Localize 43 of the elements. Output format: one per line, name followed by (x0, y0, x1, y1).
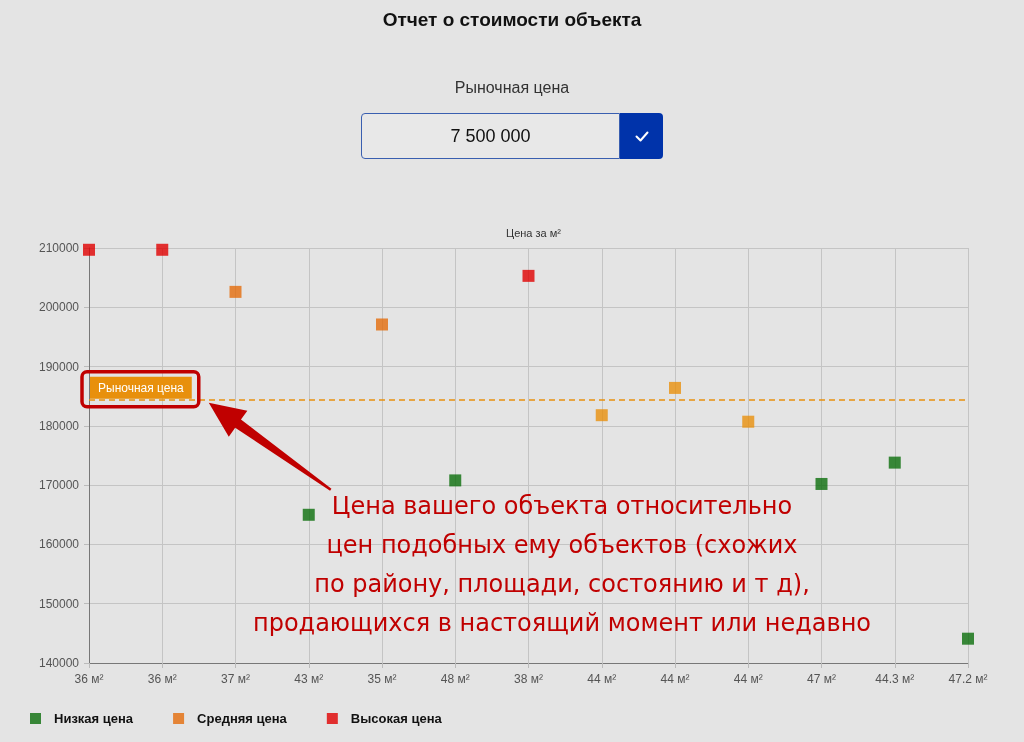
x-tick-label: 47.2 м² (948, 672, 988, 686)
point (156, 243, 169, 256)
point (229, 285, 242, 298)
y-tick-label: 150000 (38, 596, 80, 611)
point (449, 474, 462, 487)
y-tick-label: 170000 (38, 478, 80, 493)
y-tick-label: 190000 (38, 359, 80, 374)
point (888, 456, 901, 469)
y-tick-label: 140000 (38, 656, 80, 670)
point (302, 508, 315, 521)
chart-title: Отчет о стоимости объекта (381, 9, 643, 31)
point (669, 381, 681, 394)
chart-subtitle: Цена за м² (506, 226, 562, 239)
x-tick-label: 43 м² (294, 672, 324, 686)
x-tick-label: 48 м² (440, 672, 470, 686)
point (962, 632, 974, 645)
x-tick-label: 36 м² (147, 672, 177, 686)
point (83, 243, 95, 256)
y-tick-label: 160000 (38, 537, 80, 552)
y-tick-label: 180000 (38, 418, 80, 433)
y-tick-label: 200000 (38, 300, 80, 315)
point (742, 415, 755, 428)
x-tick-label: 47 м² (807, 672, 836, 686)
x-tick-label: 44 м² (660, 672, 690, 686)
point (595, 409, 608, 422)
text: Рыночная цена (453, 79, 571, 97)
x-tick-label: 35 м² (367, 672, 397, 686)
y-tick-label: 210000 (38, 241, 80, 255)
annotation: Цена вашего объекта относительно цен подобных ему объектов (схожих по району, площади, состоянию и т д), продающихся в настоящий момент или недавно (251, 491, 873, 639)
legend-label: Высокая цена (350, 711, 443, 726)
x-tick-label: 44 м² (587, 672, 617, 686)
x-tick-label: 36 м² (74, 672, 104, 686)
x-tick-label: 38 м² (514, 672, 543, 686)
x-tick-label: 44 м² (733, 672, 763, 686)
legend-label: Средняя цена (197, 711, 288, 726)
point (376, 318, 388, 331)
ref-line-label: Рыночная цена (98, 380, 185, 395)
point (522, 269, 535, 282)
point (815, 477, 828, 490)
price-field: 7 500 000 (361, 113, 620, 159)
x-tick-label: 37 м² (221, 672, 250, 686)
legend-label: Низкая цена (54, 711, 134, 726)
x-tick-label: 44.3 м² (875, 672, 915, 686)
